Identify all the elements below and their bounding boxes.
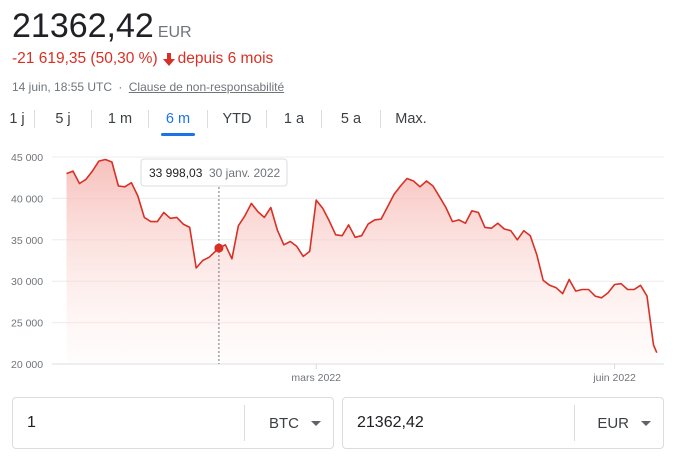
current-price: 21362,42: [12, 7, 154, 45]
tab-ytd[interactable]: YTD: [222, 111, 252, 127]
disclaimer-link[interactable]: Clause de non-responsabilité: [128, 80, 285, 94]
tab-5a[interactable]: 5 a: [340, 111, 362, 127]
to-amount-input[interactable]: [343, 398, 574, 448]
tab-max[interactable]: Max.: [395, 111, 427, 127]
caret-down-icon: [311, 420, 321, 426]
price-change: -21 619,35 (50,30 %): [12, 50, 158, 67]
tab-6m[interactable]: 6 m: [149, 104, 207, 134]
x-tick-label: mars 2022: [291, 372, 341, 384]
tab-5j[interactable]: 5 j: [55, 111, 71, 127]
price-chart[interactable]: 45 000 40 000 35 000 30 000 25 000 20 000 mars…: [0, 140, 674, 390]
from-currency-label: BTC: [269, 414, 299, 432]
tab-separator: [321, 110, 322, 128]
price-header: 21362,42 EUR: [12, 6, 192, 46]
range-tabs: 1 j 5 j 1 m 6 m YTD 1 a 5 a Max.: [0, 104, 441, 134]
tab-1a[interactable]: 1 a: [283, 111, 305, 127]
y-tick-label: 20 000: [11, 359, 43, 371]
price-currency: EUR: [157, 24, 192, 41]
tab-separator: [380, 110, 381, 128]
tooltip-date: 30 janv. 2022: [209, 166, 280, 180]
tab-separator: [91, 110, 92, 128]
change-row: -21 619,35 (50,30 %) depuis 6 mois: [12, 50, 273, 68]
converter-to: EUR: [342, 397, 664, 449]
tab-separator: [266, 110, 267, 128]
to-currency-label: EUR: [597, 414, 629, 432]
tab-1m[interactable]: 1 m: [107, 111, 133, 127]
from-currency-select[interactable]: BTC: [245, 398, 333, 448]
y-tick-label: 45 000: [11, 152, 43, 164]
tab-separator: [207, 110, 208, 128]
hover-point: [214, 243, 224, 253]
converter-from: BTC: [12, 397, 334, 449]
price-line: [66, 158, 658, 354]
tab-1j[interactable]: 1 j: [9, 111, 25, 127]
meta-separator: ·: [118, 80, 123, 94]
y-tick-label: 25 000: [11, 318, 43, 330]
y-tick-label: 40 000: [11, 193, 43, 205]
tab-separator: [34, 110, 35, 128]
timestamp: 14 juin, 18:55 UTC: [12, 80, 113, 94]
converter-divider: [574, 405, 575, 441]
change-period: depuis 6 mois: [177, 50, 274, 67]
tooltip-value: 33 998,03: [149, 166, 203, 180]
arrow-down-icon: [162, 51, 176, 67]
price-area: [66, 159, 657, 364]
x-tick-label: juin 2022: [592, 372, 636, 384]
meta-row: 14 juin, 18:55 UTC · Clause de non-respo…: [12, 80, 284, 94]
y-tick-label: 30 000: [11, 276, 43, 288]
to-currency-select[interactable]: EUR: [575, 398, 663, 448]
y-tick-label: 35 000: [11, 235, 43, 247]
converter-divider: [244, 405, 245, 441]
chart-tooltip: 33 998,03 30 janv. 2022: [140, 158, 288, 187]
from-amount-input[interactable]: [13, 398, 244, 448]
caret-down-icon: [641, 420, 651, 426]
